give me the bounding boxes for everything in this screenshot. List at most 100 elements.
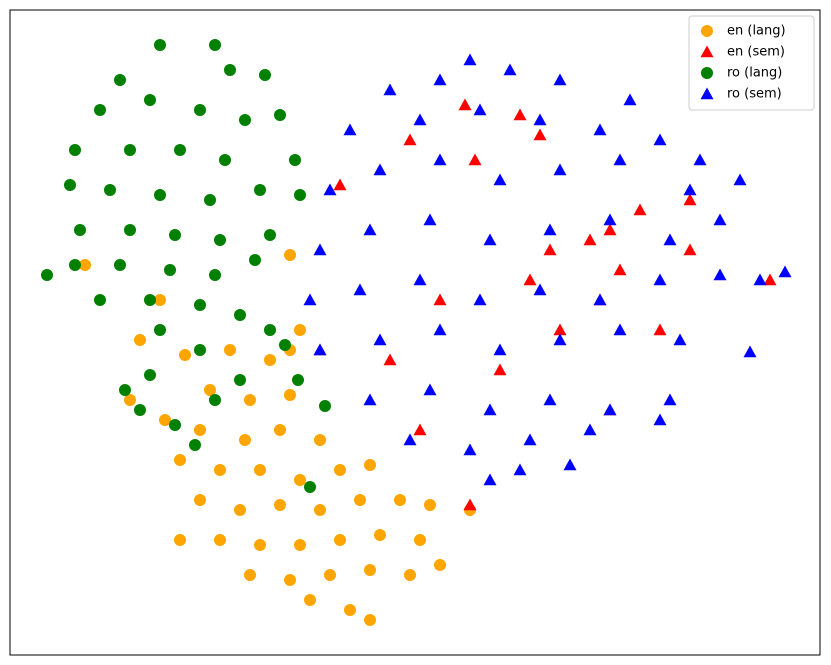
legend-label: en (lang)	[727, 24, 786, 39]
point	[224, 64, 236, 76]
point	[304, 481, 316, 493]
point	[194, 104, 206, 116]
point	[363, 223, 377, 236]
point	[74, 224, 86, 236]
point	[653, 273, 667, 286]
point	[343, 123, 357, 136]
point	[613, 153, 627, 166]
point	[284, 249, 296, 261]
point	[259, 69, 271, 81]
point	[433, 323, 447, 336]
point	[633, 203, 647, 216]
point	[279, 339, 291, 351]
point	[653, 413, 667, 426]
point	[214, 464, 226, 476]
point	[613, 323, 627, 336]
point	[593, 123, 607, 136]
plot-frame	[9, 9, 821, 656]
point	[179, 349, 191, 361]
point	[194, 494, 206, 506]
point	[144, 94, 156, 106]
point	[623, 93, 637, 106]
point	[94, 294, 106, 306]
point	[483, 473, 497, 486]
point	[683, 183, 697, 196]
point	[483, 233, 497, 246]
point	[254, 184, 266, 196]
point	[593, 293, 607, 306]
point	[244, 394, 256, 406]
point	[583, 233, 597, 246]
legend-marker	[700, 45, 714, 58]
point	[433, 73, 447, 86]
point	[553, 73, 567, 86]
legend-marker	[700, 87, 714, 100]
point	[433, 293, 447, 306]
point	[154, 294, 166, 306]
point	[284, 389, 296, 401]
point	[533, 113, 547, 126]
point	[194, 299, 206, 311]
point	[104, 184, 116, 196]
legend-box	[688, 15, 815, 111]
point	[473, 293, 487, 306]
point	[254, 539, 266, 551]
point	[753, 273, 767, 286]
point	[763, 273, 777, 286]
point	[189, 439, 201, 451]
legend-label: en (sem)	[727, 45, 785, 60]
point	[254, 464, 266, 476]
point	[204, 384, 216, 396]
point	[274, 499, 286, 511]
point	[413, 273, 427, 286]
point	[523, 433, 537, 446]
point	[394, 494, 406, 506]
legend: en (lang) en (sem) ro (lang) ro (sem)	[688, 15, 815, 111]
point	[124, 144, 136, 156]
point	[313, 243, 327, 256]
point	[778, 265, 792, 278]
point	[303, 293, 317, 306]
point	[468, 153, 482, 166]
point	[144, 369, 156, 381]
point	[159, 414, 171, 426]
point	[313, 343, 327, 356]
point	[319, 400, 331, 412]
point	[204, 194, 216, 206]
point	[483, 403, 497, 416]
point	[333, 178, 347, 191]
point	[174, 144, 186, 156]
point	[234, 504, 246, 516]
point	[169, 229, 181, 241]
point	[294, 474, 306, 486]
point	[334, 534, 346, 546]
point	[124, 224, 136, 236]
point	[683, 193, 697, 206]
point	[364, 564, 376, 576]
point	[383, 353, 397, 366]
point	[119, 384, 131, 396]
point	[144, 294, 156, 306]
point	[513, 463, 527, 476]
point	[79, 259, 91, 271]
point	[373, 333, 387, 346]
point	[583, 423, 597, 436]
point	[114, 259, 126, 271]
point	[653, 133, 667, 146]
point	[274, 109, 286, 121]
point	[463, 498, 477, 511]
point	[533, 283, 547, 296]
point	[234, 374, 246, 386]
point	[154, 324, 166, 336]
point	[434, 559, 446, 571]
point	[219, 154, 231, 166]
point	[403, 133, 417, 146]
point	[603, 223, 617, 236]
legend-label: ro (sem)	[727, 87, 782, 102]
point	[383, 83, 397, 96]
point	[523, 273, 537, 286]
point	[174, 534, 186, 546]
point	[304, 594, 316, 606]
